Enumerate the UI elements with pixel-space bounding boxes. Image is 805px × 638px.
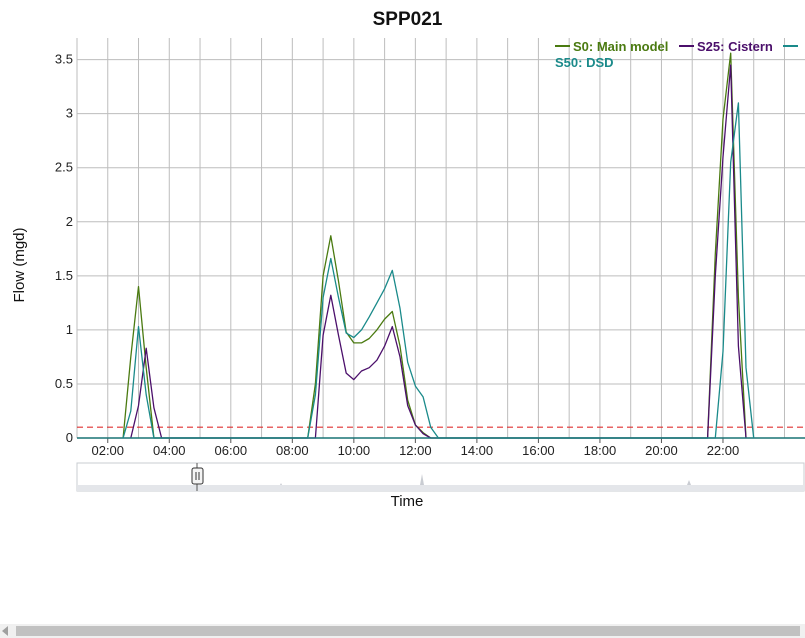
scroll-left-arrow-icon[interactable] — [2, 626, 8, 636]
navigator-spike — [420, 474, 424, 485]
x-tick-label: 20:00 — [645, 443, 678, 458]
chart[interactable]: 02:00 04:00 06:00 08:00 10:00 12:00 14:00 16:00… — [0, 0, 805, 624]
navigator-baseline — [77, 485, 804, 491]
legend-label: S0: Main model — [573, 39, 668, 54]
navigator-spike — [280, 483, 282, 485]
legend-item[interactable]: S25: Cistern — [679, 39, 773, 54]
series-line-1 — [130, 64, 747, 439]
x-tick-label: 02:00 — [91, 443, 124, 458]
grid — [76, 38, 805, 443]
y-tick-label: 1 — [66, 322, 73, 337]
x-tick-label: 18:00 — [584, 443, 617, 458]
x-tick-label: 08:00 — [276, 443, 309, 458]
legend[interactable]: S0: Main model S25: Cistern S50: DSD — [555, 39, 798, 70]
navigator-spike — [687, 480, 691, 485]
x-tick-label: 06:00 — [215, 443, 248, 458]
series-line-0 — [122, 52, 747, 439]
y-tick-label: 2.5 — [55, 160, 73, 175]
x-tick-label: 12:00 — [399, 443, 432, 458]
x-tick-label: 22:00 — [707, 443, 740, 458]
y-tick-label: 2 — [66, 214, 73, 229]
x-tick-label: 10:00 — [338, 443, 371, 458]
series-line-2 — [122, 102, 755, 439]
y-tick-label: 3 — [66, 106, 73, 121]
x-axis-label: Time — [391, 493, 424, 510]
horizontal-scrollbar[interactable] — [0, 624, 805, 638]
chart-title: SPP021 — [372, 9, 443, 30]
y-tick-label: 0 — [66, 430, 73, 445]
y-tick-label: 3.5 — [55, 52, 73, 67]
legend-item[interactable]: S0: Main model — [555, 39, 668, 54]
y-tick-labels: 0 0.5 1 1.5 2 2.5 3 3.5 — [55, 52, 73, 445]
y-tick-label: 1.5 — [55, 268, 73, 283]
legend-label: S25: Cistern — [697, 39, 773, 54]
y-axis-label: Flow (mgd) — [11, 227, 28, 302]
scrollbar-thumb[interactable] — [16, 626, 800, 636]
range-navigator[interactable] — [76, 462, 805, 492]
x-tick-label: 16:00 — [522, 443, 555, 458]
y-tick-label: 0.5 — [55, 376, 73, 391]
navigator-handle[interactable] — [191, 467, 204, 485]
series-layer — [77, 52, 805, 439]
legend-label: S50: DSD — [555, 55, 614, 70]
x-tick-label: 14:00 — [461, 443, 494, 458]
x-tick-labels: 02:00 04:00 06:00 08:00 10:00 12:00 14:00 16:00… — [91, 443, 739, 458]
legend-item[interactable]: S50: DSD — [555, 45, 798, 70]
x-tick-label: 04:00 — [153, 443, 186, 458]
